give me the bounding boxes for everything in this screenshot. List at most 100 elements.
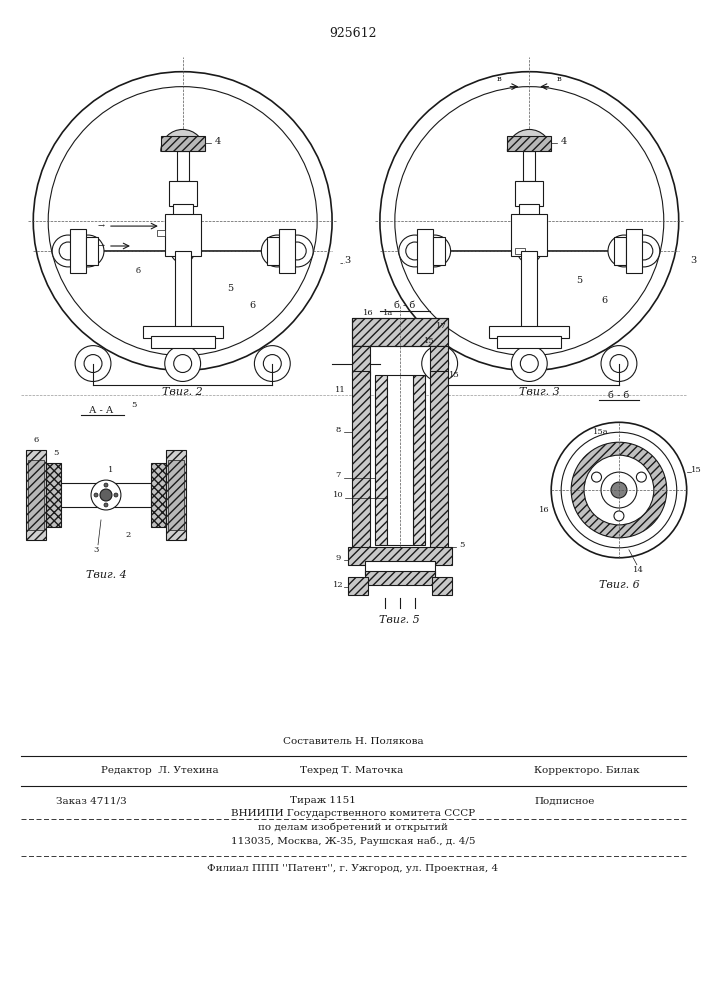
Bar (523, 151, 535, 181)
Bar (430, 371, 448, 550)
Circle shape (100, 489, 112, 501)
Bar (352, 318, 448, 346)
Circle shape (48, 87, 317, 356)
Circle shape (520, 355, 538, 373)
Circle shape (91, 480, 121, 510)
Circle shape (104, 503, 108, 507)
Bar (352, 346, 370, 375)
Bar (515, 248, 525, 254)
Text: 16: 16 (539, 506, 549, 514)
Text: 5: 5 (228, 284, 233, 293)
Bar (508, 136, 551, 151)
Text: 16: 16 (363, 309, 373, 317)
Bar (348, 547, 452, 565)
Text: 5: 5 (54, 449, 59, 457)
Circle shape (79, 242, 97, 260)
Bar (28, 460, 45, 530)
Text: 15а: 15а (593, 428, 609, 436)
Circle shape (255, 346, 291, 381)
Text: 3: 3 (344, 256, 350, 265)
Circle shape (281, 235, 313, 267)
Circle shape (426, 242, 444, 260)
Circle shape (288, 242, 306, 260)
Circle shape (636, 472, 646, 482)
Bar (432, 577, 452, 595)
Text: 8: 8 (335, 426, 341, 434)
Circle shape (584, 455, 654, 525)
Bar (168, 460, 184, 530)
Text: Техред Т. Маточка: Техред Т. Маточка (300, 766, 404, 775)
Circle shape (399, 235, 431, 267)
Circle shape (571, 442, 667, 538)
Bar (387, 375, 413, 545)
Text: 15: 15 (691, 466, 702, 474)
Circle shape (551, 422, 686, 558)
Bar (61, 483, 151, 507)
Text: 7: 7 (335, 471, 341, 479)
Bar (413, 375, 425, 545)
Text: Τвиг. 2: Τвиг. 2 (163, 387, 203, 397)
Circle shape (511, 346, 547, 381)
Bar (70, 229, 86, 273)
Circle shape (422, 346, 457, 381)
Text: 17: 17 (436, 322, 447, 330)
Bar (520, 204, 539, 216)
Bar (348, 577, 368, 595)
Text: 1: 1 (108, 466, 114, 474)
Text: 4: 4 (214, 137, 221, 146)
Bar (614, 237, 626, 265)
Bar (433, 237, 445, 265)
Bar (46, 463, 61, 527)
Bar (365, 561, 435, 575)
Bar (352, 371, 370, 550)
Bar (430, 346, 448, 375)
Text: 11: 11 (334, 386, 346, 394)
Text: →: → (98, 242, 105, 250)
Bar (86, 237, 98, 265)
Text: в: в (557, 75, 561, 83)
Text: Τвиг. 3: Τвиг. 3 (519, 387, 560, 397)
Text: 5: 5 (459, 541, 464, 549)
Text: Τвиг. 4: Τвиг. 4 (86, 570, 127, 580)
Text: 2: 2 (125, 531, 131, 539)
Circle shape (614, 511, 624, 521)
Circle shape (177, 246, 187, 256)
Circle shape (601, 472, 637, 508)
Circle shape (72, 235, 104, 267)
Text: 3: 3 (93, 546, 99, 554)
Bar (160, 136, 204, 151)
Bar (267, 237, 279, 265)
Text: 925612: 925612 (329, 27, 377, 40)
Bar (511, 214, 547, 256)
Circle shape (174, 355, 192, 373)
Text: 14: 14 (633, 566, 644, 574)
Circle shape (601, 346, 637, 381)
Bar (515, 181, 543, 206)
Circle shape (628, 235, 660, 267)
Text: Редактор  Л. Утехина: Редактор Л. Утехина (101, 766, 218, 775)
Text: б: б (135, 267, 141, 275)
Bar (151, 336, 214, 348)
Text: Составитель Н. Полякова: Составитель Н. Полякова (283, 737, 423, 746)
Text: Тираж 1151: Тираж 1151 (291, 796, 356, 805)
Bar (157, 230, 165, 236)
Bar (352, 318, 448, 346)
Circle shape (395, 87, 664, 356)
Text: А - А: А - А (89, 406, 113, 415)
Circle shape (59, 242, 77, 260)
Circle shape (75, 346, 111, 381)
Text: 5: 5 (576, 276, 582, 285)
Text: Корректоро. Билак: Корректоро. Билак (534, 766, 640, 775)
Circle shape (406, 242, 423, 260)
Circle shape (104, 483, 108, 487)
Text: 15: 15 (449, 371, 460, 379)
Text: б: б (173, 142, 177, 150)
Text: Филиал ППП ''Патент'', г. Ужгород, ул. Проектная, 4: Филиал ППП ''Патент'', г. Ужгород, ул. П… (207, 864, 498, 873)
Text: в: в (497, 75, 502, 83)
Bar (521, 251, 537, 336)
Text: 4: 4 (561, 137, 567, 146)
Circle shape (419, 235, 450, 267)
Text: 5: 5 (132, 401, 136, 409)
Bar (416, 229, 433, 273)
Circle shape (608, 235, 640, 267)
